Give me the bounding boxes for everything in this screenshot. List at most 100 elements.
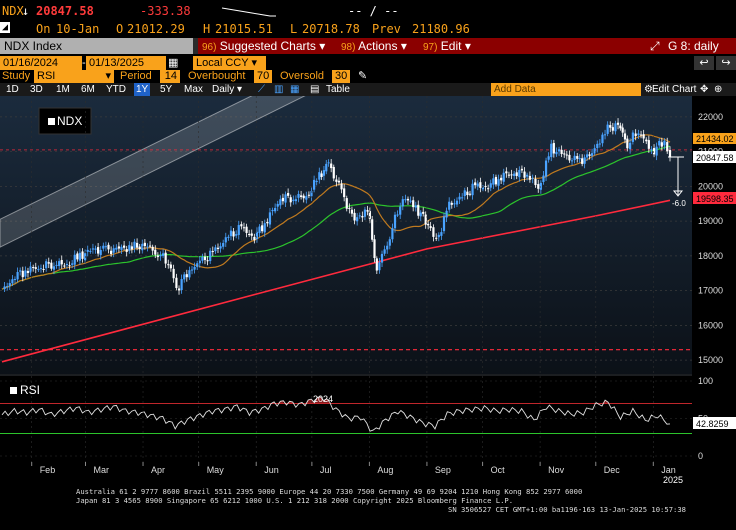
candle-body [261, 225, 264, 232]
candle-body [211, 251, 214, 253]
candle-body [614, 123, 617, 132]
start-date-input[interactable]: 01/16/2024 [0, 56, 82, 70]
study-select[interactable]: RSI ▾ [34, 70, 114, 83]
candle-body [637, 133, 640, 136]
period-input[interactable]: 14 [160, 70, 180, 83]
candle-body [358, 215, 361, 217]
tf-max-button[interactable]: Max [184, 84, 203, 95]
suggested-charts-button[interactable]: 96) Suggested Charts ▾ [202, 38, 325, 54]
candle-body [214, 247, 217, 252]
candle-body [596, 143, 599, 149]
candle-body [287, 192, 290, 196]
candle-body [378, 262, 381, 271]
forward-icon[interactable]: ↪ [716, 56, 736, 70]
frequency-select[interactable]: Daily ▾ [212, 83, 242, 96]
candle-body [542, 175, 545, 182]
tf-5y-button[interactable]: 5Y [160, 84, 173, 95]
footer-session-line: SN 3506527 CET GMT+1:00 ba1196-163 13-Ja… [448, 505, 686, 514]
candle-body [307, 194, 311, 196]
footer: Australia 61 2 9777 8600 Brazil 5511 239… [0, 486, 736, 530]
candle-body [450, 202, 453, 205]
candle-body [645, 139, 648, 142]
back-icon[interactable]: ↩ [694, 56, 714, 70]
table-icon[interactable]: ▤ [310, 84, 320, 95]
pan-icon[interactable]: ✥ [700, 84, 709, 95]
candle-body [141, 243, 144, 251]
pencil-icon[interactable]: ✎ [358, 70, 368, 82]
calendar-icon[interactable]: ▦ [168, 57, 179, 69]
candle-body [652, 148, 656, 155]
legend-box[interactable]: NDX [38, 107, 92, 135]
candle-body [128, 245, 131, 251]
candle-body [534, 178, 537, 186]
candle-body [424, 214, 427, 225]
chart-style-icon[interactable]: ▦ [290, 84, 300, 95]
candle-body [560, 149, 563, 154]
candle-body [86, 249, 89, 252]
end-date-input[interactable]: 01/13/2025 [86, 56, 166, 70]
settings-icon[interactable]: ⚙ [644, 84, 653, 95]
table-button[interactable]: Table [326, 84, 350, 95]
candle-body [29, 266, 32, 273]
candle-body [172, 268, 175, 279]
candle-body [302, 195, 305, 199]
candle-body [188, 270, 191, 278]
edit-chart-button[interactable]: Edit Chart [652, 84, 697, 95]
candle-body [616, 122, 620, 125]
candle-body [250, 233, 253, 236]
candle-body [391, 228, 394, 240]
candle-body [63, 265, 66, 267]
candle-body [631, 132, 634, 142]
candle-body [555, 152, 558, 155]
candle-body [224, 237, 227, 243]
speaker-icon[interactable]: ◢ [0, 22, 11, 33]
ma-long-tag: 19598.35 [696, 194, 734, 204]
candle-body [102, 245, 105, 249]
candle-body [366, 210, 369, 212]
security-field[interactable]: NDX Index [0, 38, 193, 54]
zoom-icon[interactable]: ⊕ [714, 84, 723, 95]
tf-1m-button[interactable]: 1M [56, 84, 70, 95]
candle-body [332, 166, 335, 179]
overbought-input[interactable]: 70 [254, 70, 272, 83]
menu-red-bar [198, 38, 736, 54]
draw-line-icon[interactable]: ⟋ [258, 84, 265, 95]
footer-phones-line1: Australia 61 2 9777 8600 Brazil 5511 239… [76, 487, 583, 496]
candle-body [271, 209, 274, 212]
candle-body [353, 212, 356, 221]
candle-body [65, 263, 69, 265]
expand-icon[interactable]: ⤢ [650, 39, 660, 53]
ma-long-tag-bg [693, 192, 736, 204]
tf-ytd-button[interactable]: YTD [106, 84, 126, 95]
tf-6m-button[interactable]: 6M [81, 84, 95, 95]
oversold-input[interactable]: 30 [332, 70, 350, 83]
price-chart[interactable]: 1500016000170001800019000200002100022000… [0, 96, 736, 486]
tf-3d-button[interactable]: 3D [30, 84, 43, 95]
candle-body [581, 158, 584, 164]
menu-bar: NDX Index 96) Suggested Charts ▾ 98) Act… [0, 38, 736, 54]
study-label: Study [2, 70, 31, 82]
rsi-legend-swatch [10, 387, 17, 394]
tf-1y-button[interactable]: 1Y [134, 83, 151, 96]
candle-body [78, 252, 82, 261]
candle-body [164, 252, 167, 264]
candle-body [320, 173, 323, 177]
ticker-symbol: NDX [2, 4, 24, 18]
candle-body [167, 264, 170, 266]
currency-select[interactable]: Local CCY ▾ [193, 56, 266, 70]
candle-body [568, 154, 571, 161]
month-label: Feb [40, 465, 56, 475]
candle-body [16, 272, 19, 280]
candle-body [515, 172, 518, 176]
chart-type-icon[interactable]: ▥ [274, 84, 284, 95]
prev-label: Prev [372, 22, 401, 36]
open-label: O [116, 22, 124, 36]
candle-body [91, 248, 95, 250]
candle-body [510, 174, 513, 176]
actions-button[interactable]: 98) Actions ▾ [341, 38, 407, 54]
edit-button[interactable]: 97) Edit ▾ [423, 38, 471, 54]
candle-body [414, 205, 417, 208]
tf-1d-button[interactable]: 1D [6, 84, 19, 95]
add-data-input[interactable]: Add Data [491, 83, 641, 96]
month-label: Apr [151, 465, 165, 475]
